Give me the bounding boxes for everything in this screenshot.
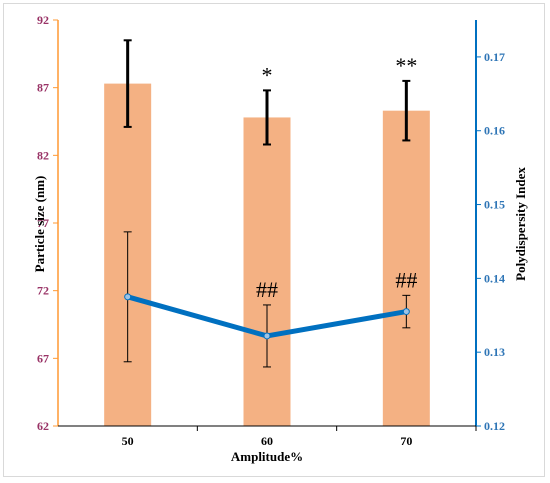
y-right-tick-label: 0.17	[484, 50, 505, 64]
pdi-error-bars	[123, 231, 411, 368]
y-left-tick-label: 62	[37, 419, 49, 433]
pdi-significance-60: ##	[256, 277, 278, 302]
pdi-point-60	[263, 332, 271, 340]
y-left-tick-label: 67	[37, 351, 49, 365]
pdi-point-70	[402, 308, 410, 316]
annotations-layer: * **## ##	[256, 53, 417, 302]
y-axis-right-title: Polydispersity Index	[513, 167, 528, 281]
y-axis-left-title: Particle size (nm)	[32, 176, 47, 273]
axes-layer: 62 67 72 77 82 87 92 0.12 0.13 0.14 0.15 0.16 0.17 50…	[37, 13, 505, 448]
y-right-tick-label: 0.14	[484, 271, 505, 285]
y-left-tick-label: 82	[37, 148, 49, 162]
chart-frame	[3, 3, 545, 477]
bar-significance-70: **	[395, 53, 417, 78]
pdi-markers	[124, 293, 410, 340]
x-tick-label-50: 50	[122, 434, 134, 448]
y-left-tick-label: 77	[37, 216, 49, 230]
bar-60	[243, 117, 291, 426]
y-right-tick-label: 0.12	[484, 419, 505, 433]
y-left-tick-label: 72	[37, 284, 49, 298]
y-left-tick-label: 92	[37, 13, 49, 27]
pdi-point-50	[124, 293, 132, 301]
x-tick-label-60: 60	[261, 434, 273, 448]
pdi-significance-70: ##	[395, 267, 417, 292]
y-left-tick-label: 87	[37, 81, 49, 95]
x-axis-title: Amplitude%	[231, 449, 303, 464]
y-right-tick-label: 0.13	[484, 345, 505, 359]
bar-significance-60: *	[262, 62, 273, 87]
bar-70	[382, 110, 430, 426]
y-right-tick-label: 0.16	[484, 124, 505, 138]
y-right-tick-label: 0.15	[484, 198, 505, 212]
bars-layer	[104, 83, 430, 427]
bar-error-bars	[123, 39, 411, 146]
x-tick-label-70: 70	[400, 434, 412, 448]
